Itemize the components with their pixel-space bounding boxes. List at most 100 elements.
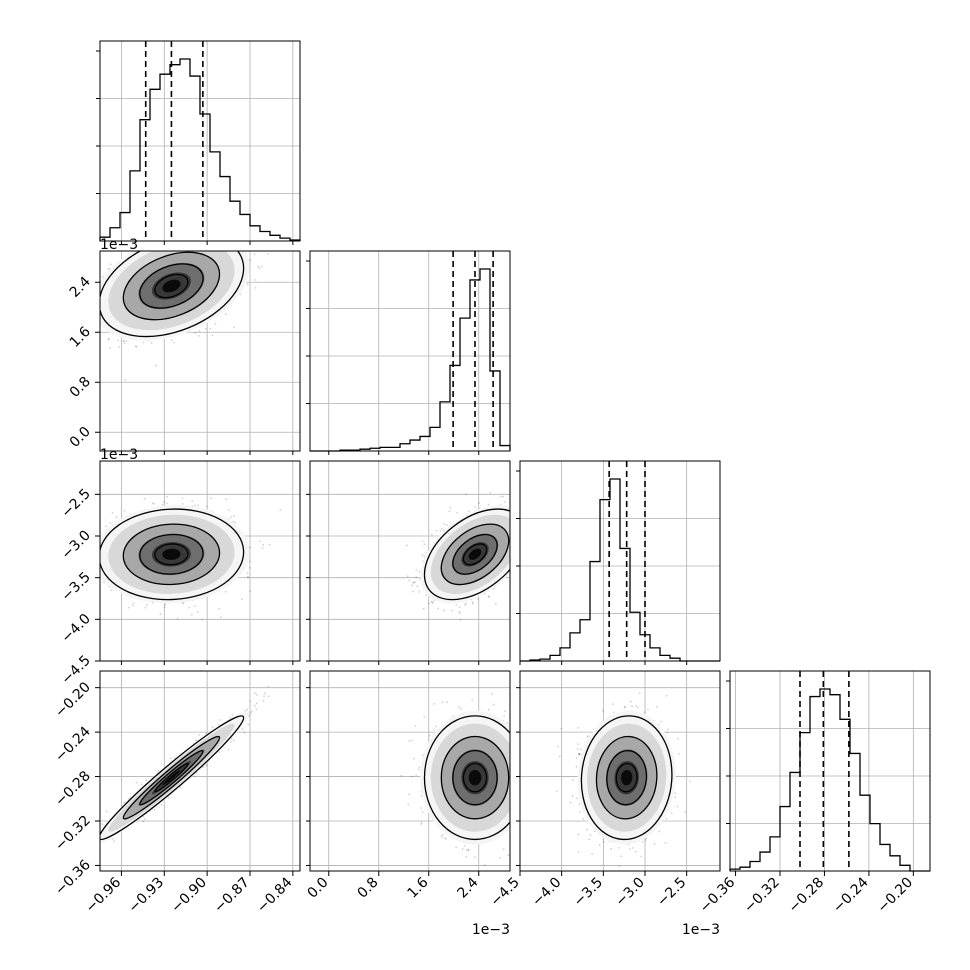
scatter-point (151, 502, 154, 504)
scatter-point (107, 267, 110, 270)
scatter-point (516, 500, 518, 502)
scatter-point (244, 244, 246, 246)
scatter-point (412, 590, 414, 593)
scatter-point (240, 598, 243, 600)
scatter-point (513, 553, 515, 555)
panel-1-0 (49, 205, 301, 452)
scatter-point (95, 565, 97, 567)
scatter-point (132, 602, 135, 605)
scatter-point (194, 504, 196, 507)
scatter-point (472, 601, 474, 604)
contour-line-2 (139, 263, 204, 309)
scatter-point (221, 245, 223, 247)
scatter-point (247, 576, 250, 579)
histogram-step-line (310, 268, 511, 452)
scatter-point (435, 529, 438, 532)
scatter-point (187, 249, 189, 251)
scatter-point (222, 247, 224, 249)
scatter-point (117, 339, 120, 342)
scatter-point (135, 345, 138, 348)
scatter-point (425, 594, 427, 597)
scatter-point (210, 497, 213, 500)
scatter-point (219, 248, 221, 250)
histogram-step-line (729, 688, 930, 872)
panel-border (99, 250, 301, 452)
scatter-point (220, 205, 222, 207)
scatter-point (248, 560, 251, 563)
scatter-point (92, 569, 94, 571)
scatter-point (514, 570, 516, 572)
scatter-point (96, 553, 98, 555)
panel-content (92, 495, 282, 621)
scatter-point (421, 540, 424, 543)
scatter-point (248, 590, 251, 592)
scatter-point (97, 586, 99, 588)
scatter-point (49, 306, 51, 308)
scatter-point (514, 550, 516, 552)
scatter-point (111, 511, 114, 514)
density-level-5 (162, 279, 181, 293)
scatter-point (210, 249, 212, 251)
scatter-point (201, 244, 203, 246)
scatter-point (218, 607, 221, 610)
scatter-point (224, 590, 227, 593)
scatter-point (127, 606, 130, 609)
scatter-point (152, 247, 154, 249)
scatter-point (150, 342, 153, 344)
scatter-point (230, 516, 232, 519)
contour-line-3 (154, 543, 189, 566)
scatter-point (182, 602, 185, 604)
scatter-point (220, 237, 222, 239)
scatter-point (197, 243, 199, 245)
scatter-point (511, 552, 513, 554)
scatter-point (516, 529, 518, 531)
scatter-point (166, 495, 169, 498)
panel-border (99, 40, 301, 242)
scatter-point (213, 235, 215, 237)
scatter-point (101, 275, 104, 278)
panel-content (49, 205, 269, 381)
scatter-point (198, 335, 200, 337)
scatter-point (516, 512, 518, 514)
scatter-point (196, 247, 198, 249)
scatter-point (144, 606, 147, 609)
scatter-point (97, 551, 99, 553)
scatter-point (418, 570, 421, 573)
scatter-point (159, 244, 161, 246)
scatter-point (513, 540, 515, 542)
scatter-point (199, 230, 201, 232)
scatter-point (191, 248, 193, 250)
scatter-point (261, 237, 263, 239)
scatter-point (95, 575, 97, 577)
scatter-point (513, 548, 515, 550)
scatter-point (194, 244, 196, 246)
scatter-point (213, 246, 215, 248)
scatter-point (211, 244, 213, 246)
scatter-point (514, 514, 516, 516)
contour-line-1 (122, 523, 221, 586)
scatter-point (514, 567, 516, 569)
scatter-point (97, 322, 99, 324)
scatter-point (107, 337, 110, 340)
scatter-point (511, 526, 513, 528)
panel-border (309, 250, 511, 452)
scatter-point (178, 248, 180, 250)
scatter-point (152, 249, 154, 251)
scatter-point (217, 235, 219, 237)
panel-2-1 (309, 460, 518, 662)
scatter-point (201, 618, 204, 621)
scatter-point (246, 283, 249, 286)
scatter-point (159, 246, 161, 248)
scatter-point (161, 503, 164, 506)
scatter-point (235, 230, 237, 232)
scatter-point (422, 607, 425, 610)
scatter-point (157, 242, 159, 244)
scatter-point (183, 246, 185, 248)
scatter-point (258, 267, 260, 270)
scatter-point (254, 286, 257, 289)
scatter-point (168, 247, 170, 249)
scatter-point (214, 322, 217, 325)
scatter-point (95, 321, 97, 323)
scatter-point (109, 522, 112, 524)
